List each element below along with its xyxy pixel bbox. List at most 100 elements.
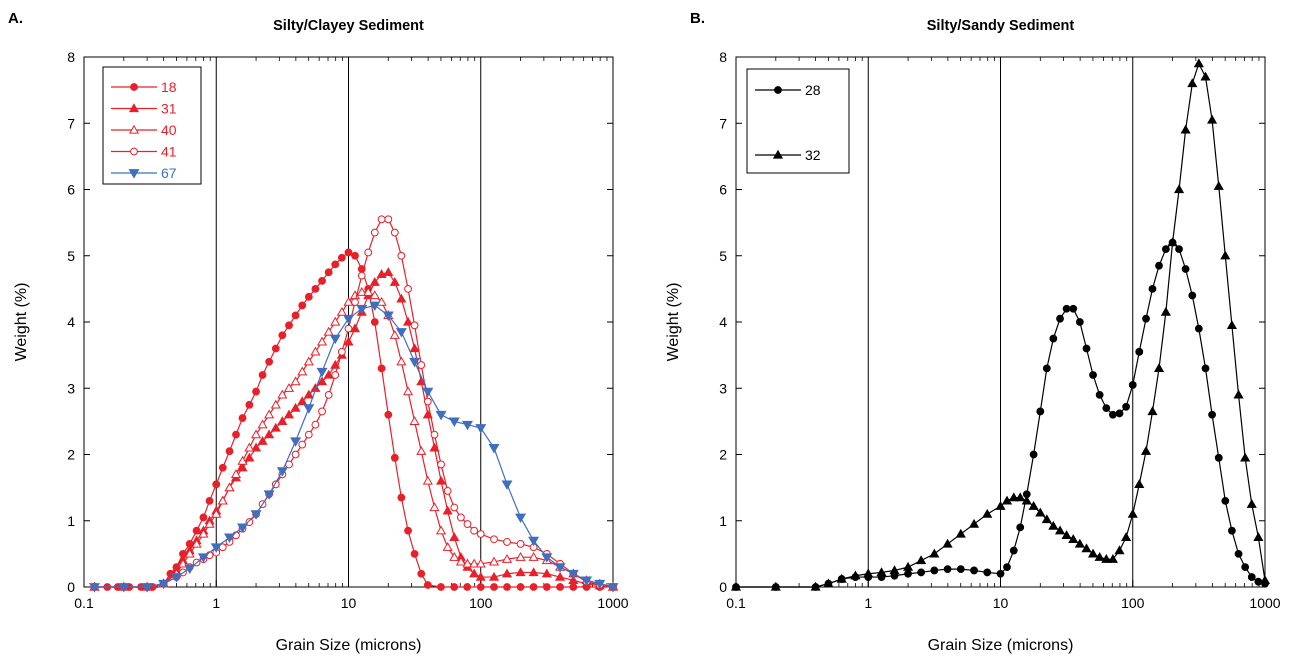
data-point [237,523,249,533]
data-point [1193,58,1204,68]
data-point [276,467,288,477]
data-point [344,248,353,257]
data-point [1140,445,1152,455]
data-point [291,311,300,320]
data-point [889,565,900,575]
data-point [1233,389,1244,399]
data-point [430,430,439,439]
data-point [344,324,353,333]
data-point [363,286,374,296]
data-point [316,367,328,378]
data-point [303,356,314,366]
data-point [250,442,262,452]
data-point [316,376,328,386]
legend-marker [130,147,138,156]
data-point [1054,525,1066,535]
data-point [283,409,295,419]
data-point [470,526,479,535]
data-point [384,215,393,224]
data-point [357,271,366,280]
data-point [423,397,432,406]
data-point [956,565,965,574]
data-point [770,581,781,591]
data-point [982,508,993,518]
data-point [277,389,288,399]
data-point [450,583,459,591]
data-point [170,573,182,583]
data-point [404,526,412,535]
data-point [515,513,527,524]
data-point [516,583,525,591]
data-point [541,553,553,563]
data-point [850,570,861,580]
data-point [404,284,412,293]
data-point [607,583,619,593]
data-point [304,430,313,439]
data-point [1089,371,1097,379]
data-point [1082,344,1091,353]
series-40 [89,286,619,591]
data-point [996,569,1005,578]
data-point [351,251,359,260]
data-point [1068,534,1079,543]
data-point [1208,410,1216,419]
data-point [318,277,326,285]
series-32 [730,58,1271,591]
data-point [318,407,326,416]
data-point [205,496,214,505]
legend-marker [128,103,140,113]
y-tick-label: 5 [719,248,727,264]
data-point [238,414,247,422]
y-tick-label: 0 [719,579,727,595]
data-point [730,581,742,591]
data-point [1122,402,1131,411]
data-point [1114,545,1125,555]
data-point [1035,507,1046,517]
data-point [250,510,262,520]
legend-marker [774,86,782,94]
data-point [250,429,262,439]
data-point [1175,245,1183,254]
panel-letter: A. [8,10,23,27]
data-point [211,508,222,518]
data-point [264,409,275,419]
data-point [528,536,540,547]
data-point [863,568,874,578]
data-point [1246,498,1257,508]
data-point [298,301,307,310]
data-point [594,579,606,590]
data-point [303,404,315,414]
legend-box [746,68,850,174]
data-point [1029,450,1038,459]
data-point [1213,180,1224,190]
data-point [364,248,373,257]
data-point [1048,520,1059,530]
data-point [1107,553,1118,563]
x-axis-label: Grain Size (microns) [276,637,422,654]
data-point [244,452,255,462]
data-point [343,296,354,306]
data-point [569,583,578,591]
data-point [323,326,334,336]
y-tick-label: 3 [719,380,727,396]
data-point [417,361,426,369]
data-point [263,490,275,500]
data-point [118,583,130,593]
data-point [1041,514,1052,524]
data-point [331,260,340,269]
y-tick-label: 4 [719,314,727,330]
data-point [475,558,486,568]
data-point [224,533,236,543]
data-point [554,563,566,573]
y-tick-label: 7 [719,115,727,131]
data-point [462,420,473,431]
data-point [1101,553,1112,563]
data-point [290,437,302,447]
data-point [384,410,393,419]
x-tick-label: 0.1 [74,595,94,611]
data-point [356,304,368,315]
data-point [1016,523,1025,532]
data-point [429,442,440,452]
y-tick-label: 5 [67,248,75,264]
data-point [556,583,564,591]
